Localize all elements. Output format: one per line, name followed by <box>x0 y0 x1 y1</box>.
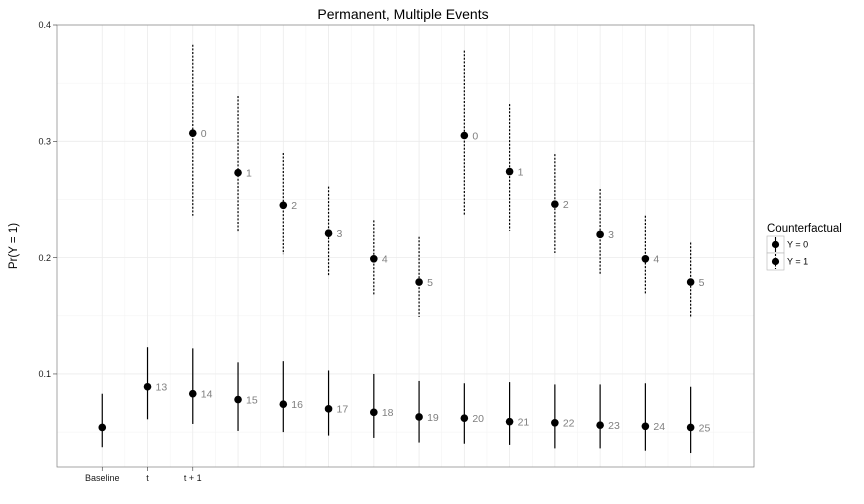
data-point <box>188 389 197 398</box>
data-label: 16 <box>291 399 303 411</box>
data-point <box>551 200 559 208</box>
data-point <box>596 421 604 429</box>
x-axis: Baseline t t + 1 <box>85 467 202 483</box>
data-point <box>370 254 378 263</box>
data-point <box>324 229 333 238</box>
data-point <box>324 405 333 413</box>
data-label: 18 <box>382 407 394 419</box>
data-point <box>551 419 559 427</box>
x-tick-label: Baseline <box>85 473 120 483</box>
data-point <box>686 423 695 432</box>
data-point <box>686 278 695 286</box>
y-axis-label: Pr(Y = 1) <box>8 223 20 269</box>
data-label: 19 <box>427 412 439 424</box>
legend-key-y0-point <box>771 240 780 249</box>
data-label: 1 <box>518 166 524 178</box>
data-point <box>234 168 242 177</box>
data-label: 21 <box>518 416 530 428</box>
data-point <box>415 413 423 421</box>
data-point <box>641 422 650 431</box>
y-tick-label: 0.3 <box>38 137 51 147</box>
data-point <box>279 400 288 408</box>
y-axis: 0.1 0.2 0.3 0.4 <box>38 20 57 379</box>
legend-entry-y0: Y = 0 <box>787 240 808 250</box>
legend: Counterfactual Y = 0 Y = 1 <box>766 223 842 271</box>
legend-title: Counterfactual <box>767 223 842 235</box>
data-label: 23 <box>608 420 620 432</box>
data-label: 3 <box>337 228 343 240</box>
data-label: 4 <box>653 254 659 266</box>
data-label: 3 <box>608 229 614 241</box>
data-point <box>415 278 423 286</box>
data-label: 24 <box>653 421 665 433</box>
data-point <box>98 423 107 432</box>
data-label: 20 <box>472 413 484 425</box>
grid-minor <box>57 25 754 467</box>
data-point <box>641 254 650 263</box>
data-point <box>234 395 242 404</box>
data-point <box>505 417 514 426</box>
data-label: 22 <box>563 418 575 430</box>
legend-key-y1-point <box>771 257 780 266</box>
data-point <box>143 382 152 391</box>
data-label: 17 <box>337 404 349 416</box>
y-tick-label: 0.4 <box>38 20 51 30</box>
data-label: 1 <box>246 168 252 180</box>
data-label: 15 <box>246 394 258 406</box>
data-label: 2 <box>563 199 569 211</box>
data-point <box>505 167 514 176</box>
data-label: 2 <box>291 200 297 212</box>
x-tick-label: t <box>146 473 149 483</box>
data-point <box>370 408 378 417</box>
data-label: 14 <box>201 389 213 401</box>
data-point <box>596 230 604 239</box>
data-label: 25 <box>699 422 711 434</box>
data-label: 5 <box>699 277 705 289</box>
plot-panel <box>56 24 755 468</box>
data-label: 0 <box>201 128 207 140</box>
x-tick-label: t + 1 <box>184 473 202 483</box>
y-tick-label: 0.2 <box>38 253 51 263</box>
data-label: 13 <box>156 382 168 394</box>
grid-major <box>57 24 754 467</box>
legend-entry-y1: Y = 1 <box>787 257 808 267</box>
data-label: 5 <box>427 277 433 289</box>
data-point <box>279 201 288 210</box>
data-point <box>188 129 197 137</box>
chart-title: Permanent, Multiple Events <box>317 6 488 22</box>
data-point <box>460 131 469 140</box>
y-tick-label: 0.1 <box>38 369 51 379</box>
data-label: 4 <box>382 254 388 266</box>
data-point <box>460 414 469 422</box>
data-label: 0 <box>472 130 478 142</box>
